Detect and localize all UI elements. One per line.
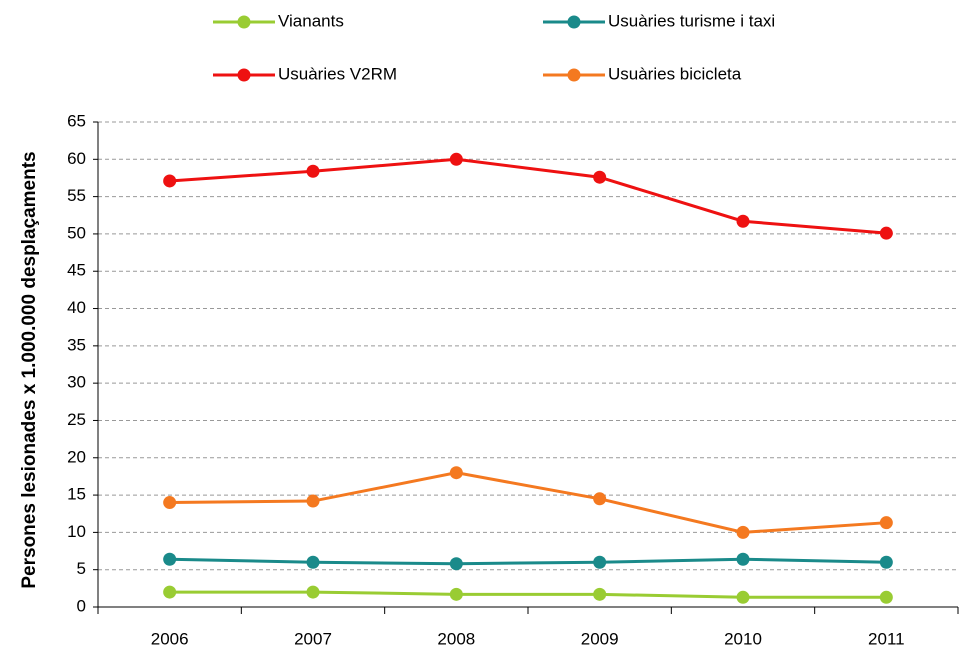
y-axis-label: Persones lesionades x 1.000.000 desplaça… (19, 151, 40, 588)
y-tick-label: 15 (67, 485, 86, 504)
legend-label: Usuàries turisme i taxi (608, 11, 775, 30)
legend-marker (237, 68, 251, 82)
y-tick-label: 55 (67, 186, 86, 205)
data-point (736, 525, 750, 539)
y-tick-label: 25 (67, 410, 86, 429)
x-tick-label: 2009 (581, 629, 619, 648)
data-point (163, 174, 177, 188)
y-tick-label: 5 (77, 559, 86, 578)
data-point (449, 587, 463, 601)
x-tick-label: 2008 (437, 629, 475, 648)
x-tick-label: 2006 (151, 629, 189, 648)
legend-marker (567, 68, 581, 82)
y-tick-label: 60 (67, 149, 86, 168)
series-line (169, 557, 887, 566)
legend-label: Usuàries bicicleta (608, 64, 742, 83)
legend-marker (237, 15, 251, 29)
data-point (306, 585, 320, 599)
data-point (736, 552, 750, 566)
data-point (593, 555, 607, 569)
y-tick-label: 20 (67, 447, 86, 466)
data-point (879, 226, 893, 240)
y-tick-label: 10 (67, 522, 86, 541)
y-tick-label: 40 (67, 298, 86, 317)
data-point (593, 492, 607, 506)
data-point (449, 152, 463, 166)
data-point (449, 466, 463, 480)
data-point (736, 590, 750, 604)
series-line (169, 471, 887, 534)
data-point (593, 170, 607, 184)
data-point (163, 585, 177, 599)
data-point (306, 555, 320, 569)
x-tick-label: 2007 (294, 629, 332, 648)
y-tick-label: 0 (77, 596, 86, 615)
data-point (879, 555, 893, 569)
y-tick-label: 45 (67, 261, 86, 280)
x-tick-label: 2010 (724, 629, 762, 648)
y-tick-label: 65 (67, 111, 86, 130)
y-tick-label: 35 (67, 335, 86, 354)
legend-marker (567, 15, 581, 29)
data-point (449, 557, 463, 571)
data-point (306, 494, 320, 508)
series-line (169, 590, 887, 599)
data-point (306, 164, 320, 178)
data-point (879, 590, 893, 604)
legend-label: Usuàries V2RM (278, 64, 397, 83)
data-point (593, 587, 607, 601)
series-line (169, 157, 887, 235)
x-tick-label: 2011 (868, 629, 905, 648)
y-tick-label: 30 (67, 373, 86, 392)
y-tick-label: 50 (67, 223, 86, 242)
data-point (879, 516, 893, 530)
data-point (163, 552, 177, 566)
data-point (736, 214, 750, 228)
legend-label: Vianants (278, 11, 344, 30)
data-point (163, 496, 177, 510)
